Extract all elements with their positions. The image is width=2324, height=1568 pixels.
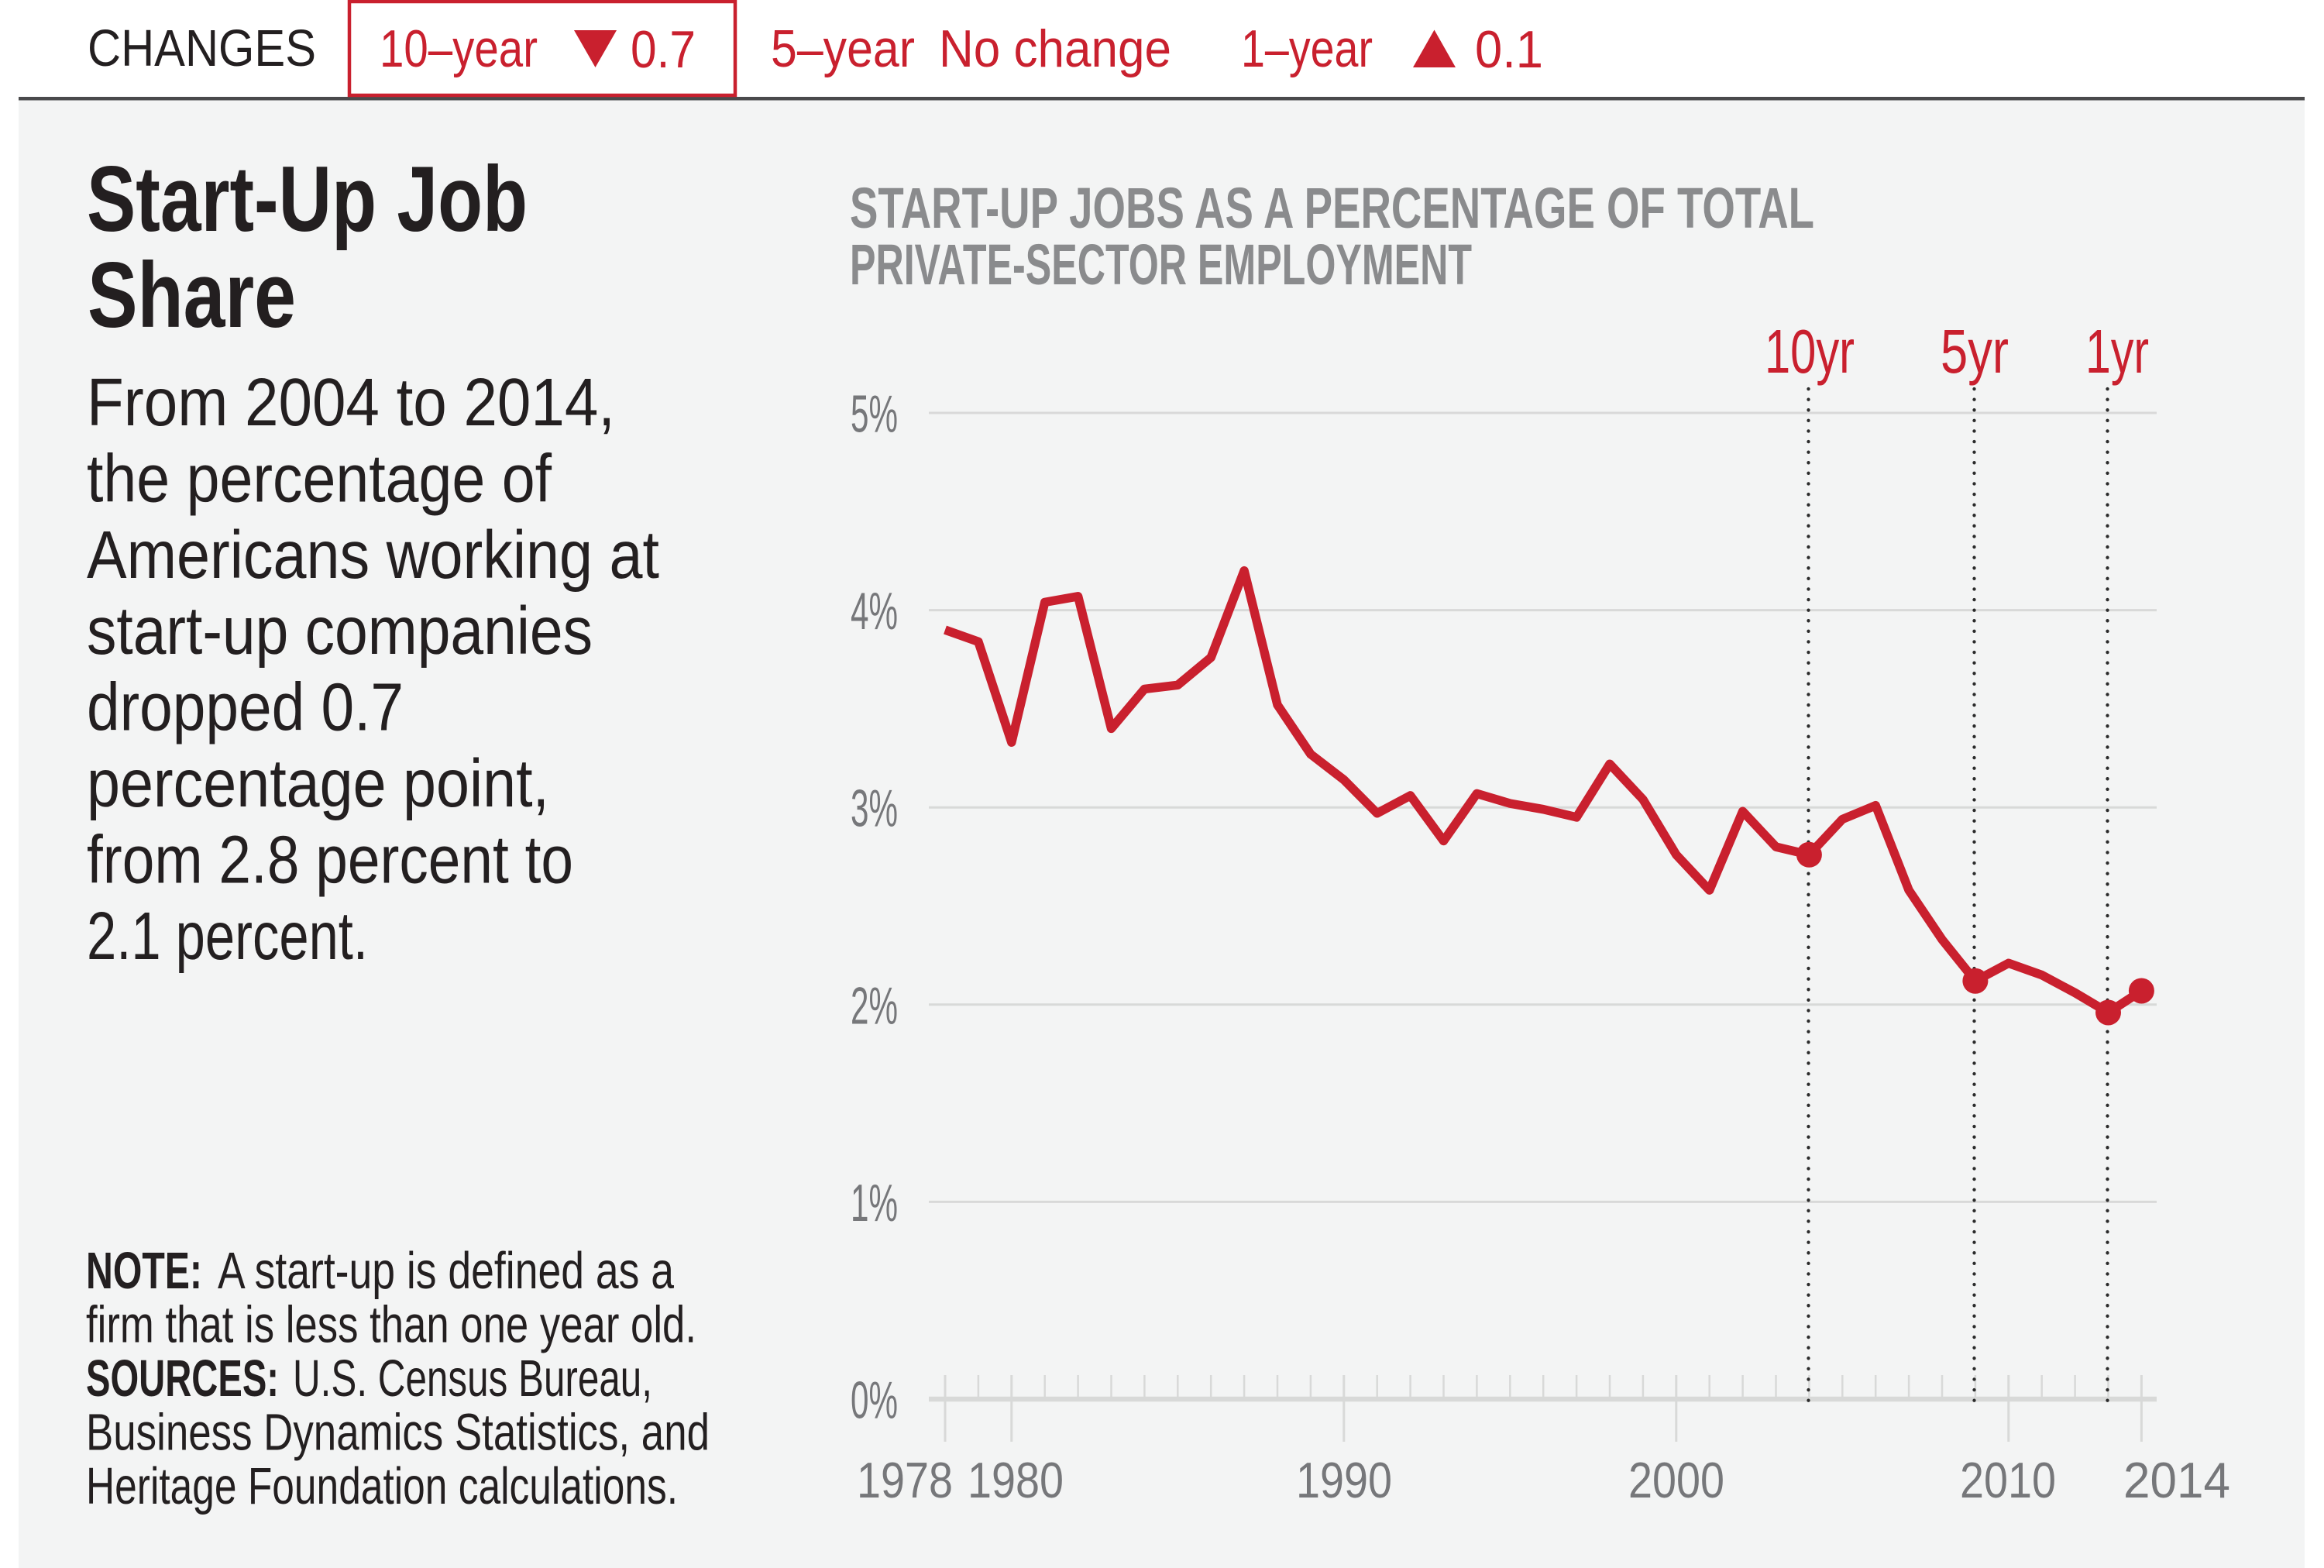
svg-text:START-UP JOBS AS A PERCENTAGE: START-UP JOBS AS A PERCENTAGE OF TOTAL xyxy=(850,176,1814,240)
svg-text:Heritage Foundation calculatio: Heritage Foundation calculations. xyxy=(86,1457,678,1515)
svg-text:2.1 percent.: 2.1 percent. xyxy=(87,899,368,974)
svg-text:1978: 1978 xyxy=(857,1452,953,1508)
svg-text:1yr: 1yr xyxy=(2085,317,2149,386)
svg-text:PRIVATE-SECTOR EMPLOYMENT: PRIVATE-SECTOR EMPLOYMENT xyxy=(850,232,1472,297)
svg-text:10yr: 10yr xyxy=(1765,317,1855,386)
svg-text:2000: 2000 xyxy=(1628,1452,1724,1508)
svg-text:4%: 4% xyxy=(851,582,898,641)
svg-text:A start-up is defined as a: A start-up is defined as a xyxy=(218,1242,675,1300)
svg-text:2%: 2% xyxy=(851,976,898,1035)
svg-text:5–year: 5–year xyxy=(771,19,915,78)
svg-text:from 2.8 percent to: from 2.8 percent to xyxy=(87,822,573,897)
svg-text:From 2004 to 2014,: From 2004 to 2014, xyxy=(87,365,615,440)
svg-text:1990: 1990 xyxy=(1296,1452,1392,1508)
svg-text:the percentage of: the percentage of xyxy=(87,441,552,516)
svg-text:0%: 0% xyxy=(851,1371,898,1430)
svg-text:No change: No change xyxy=(939,19,1171,78)
svg-text:SOURCES:: SOURCES: xyxy=(86,1350,279,1408)
svg-text:dropped 0.7: dropped 0.7 xyxy=(87,670,404,745)
svg-text:1980: 1980 xyxy=(968,1452,1064,1508)
svg-text:U.S. Census Bureau,: U.S. Census Bureau, xyxy=(293,1350,652,1408)
svg-text:firm that is less than one yea: firm that is less than one year old. xyxy=(86,1296,696,1354)
svg-text:2010: 2010 xyxy=(1960,1452,2056,1508)
svg-text:5%: 5% xyxy=(851,385,898,444)
svg-text:3%: 3% xyxy=(851,779,898,838)
svg-text:Americans working at: Americans working at xyxy=(87,518,659,593)
svg-text:1%: 1% xyxy=(851,1174,898,1233)
svg-text:NOTE:: NOTE: xyxy=(86,1242,202,1300)
svg-text:Start-Up Job: Start-Up Job xyxy=(87,147,528,251)
svg-text:5yr: 5yr xyxy=(1941,317,2009,386)
svg-text:10–year: 10–year xyxy=(380,19,538,78)
svg-text:CHANGES: CHANGES xyxy=(88,19,316,77)
svg-text:1–year: 1–year xyxy=(1241,19,1373,78)
svg-text:Share: Share xyxy=(88,243,296,347)
svg-text:0.1: 0.1 xyxy=(1475,20,1543,79)
svg-text:start-up companies: start-up companies xyxy=(87,593,593,669)
svg-text:Business Dynamics Statistics,: Business Dynamics Statistics, and xyxy=(86,1404,710,1462)
svg-text:0.7: 0.7 xyxy=(631,20,696,79)
svg-text:2014: 2014 xyxy=(2123,1452,2230,1508)
svg-text:percentage point,: percentage point, xyxy=(87,746,549,821)
